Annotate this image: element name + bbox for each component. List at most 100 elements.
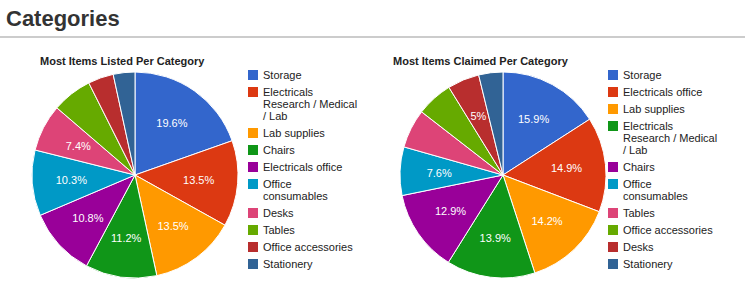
legend-label: ElectricalsResearch / Medical/ Lab — [623, 120, 717, 156]
legend-label: ElectricalsResearch / Medical/ Lab — [263, 86, 357, 122]
data-label: 7.4% — [66, 140, 91, 152]
legend-label-line: Storage — [263, 69, 302, 81]
legend-label: Storage — [263, 69, 302, 81]
legend-label: Desks — [623, 241, 654, 253]
legend: Storage Electricals office Lab supplies Ele… — [608, 69, 717, 270]
legend-swatch — [248, 208, 258, 218]
legend-item: Office accessories — [248, 241, 353, 253]
pie-slice — [479, 72, 503, 175]
legend-label-line: Tables — [263, 224, 295, 236]
legend-label: Desks — [263, 207, 294, 219]
legend-item: Officeconsumables — [248, 178, 328, 202]
legend-label-line: Desks — [263, 207, 294, 219]
legend-item: ElectricalsResearch / Medical/ Lab — [248, 86, 357, 122]
legend-swatch — [608, 242, 618, 252]
legend-label-line: Tables — [623, 207, 655, 219]
legend-label: Tables — [263, 224, 295, 236]
legend-label-line: Electricals office — [263, 161, 342, 173]
legend-label: Electricals office — [263, 161, 342, 173]
legend-label-line: consumables — [263, 190, 328, 202]
data-label: 10.8% — [72, 212, 103, 224]
legend-label: Stationery — [263, 258, 313, 270]
legend-item: Storage — [248, 69, 302, 81]
legend-item: Tables — [608, 207, 655, 219]
data-labels: 15.9%14.9%14.2%13.9%12.9%7.6%5% — [427, 110, 583, 244]
page-title: Categories — [6, 6, 120, 31]
data-label: 10.3% — [56, 174, 87, 186]
slices — [32, 72, 238, 278]
legend-label-line: Office accessories — [623, 224, 713, 236]
legend-item: Chairs — [248, 144, 295, 156]
legend-label-line: Research / Medical — [263, 98, 357, 110]
legend-swatch — [248, 242, 258, 252]
pie-slice — [113, 72, 135, 175]
legend-label-line: Chairs — [623, 161, 655, 173]
legend-label-line: Stationery — [263, 258, 313, 270]
data-label: 19.6% — [156, 117, 187, 129]
legend-swatch — [608, 87, 618, 97]
legend-swatch — [608, 70, 618, 80]
legend-label: Electricals office — [623, 86, 702, 98]
pie-chart: Most Items Listed Per Category 19.6% 13.5%… — [32, 55, 357, 278]
slices — [400, 72, 606, 278]
chart-title: Most Items Claimed Per Category — [393, 55, 569, 67]
legend-item: Electricals office — [248, 161, 342, 173]
legend-label-line: Lab supplies — [623, 103, 685, 115]
legend-swatch — [608, 104, 618, 114]
data-label: 14.9% — [551, 162, 582, 174]
legend-label-line: consumables — [623, 190, 688, 202]
legend-item: Tables — [248, 224, 295, 236]
legend-swatch — [608, 121, 618, 131]
legend-label: Officeconsumables — [623, 178, 688, 202]
legend-item: Lab supplies — [608, 103, 685, 115]
legend-swatch — [248, 87, 258, 97]
legend: Storage ElectricalsResearch / Medical/ La… — [248, 69, 357, 270]
legend-label: Chairs — [623, 161, 655, 173]
legend-swatch — [248, 70, 258, 80]
data-label: 13.5% — [157, 220, 188, 232]
legend-item: Electricals office — [608, 86, 702, 98]
chart-title: Most Items Listed Per Category — [40, 55, 205, 67]
data-label: 13.5% — [183, 174, 214, 186]
legend-item: Lab supplies — [248, 127, 325, 139]
legend-item: ElectricalsResearch / Medical/ Lab — [608, 120, 717, 156]
legend-label: Lab supplies — [623, 103, 685, 115]
data-label: 5% — [470, 110, 486, 122]
legend-label-line: Desks — [623, 241, 654, 253]
legend-item: Chairs — [608, 161, 655, 173]
legend-label-line: Office accessories — [263, 241, 353, 253]
data-label: 13.9% — [480, 232, 511, 244]
legend-swatch — [248, 225, 258, 235]
data-label: 14.2% — [531, 215, 562, 227]
legend-swatch — [248, 259, 258, 269]
legend-label: Storage — [623, 69, 662, 81]
legend-label-line: Office — [263, 178, 292, 190]
legend-swatch — [608, 179, 618, 189]
legend-swatch — [608, 225, 618, 235]
legend-label-line: Electricals office — [623, 86, 702, 98]
legend-item: Officeconsumables — [608, 178, 688, 202]
legend-label-line: Electricals — [263, 86, 314, 98]
data-label: 12.9% — [435, 205, 466, 217]
legend-label-line: Storage — [623, 69, 662, 81]
data-label: 15.9% — [518, 113, 549, 125]
legend-label: Office accessories — [623, 224, 713, 236]
legend-label-line: Chairs — [263, 144, 295, 156]
legend-label-line: Lab supplies — [263, 127, 325, 139]
legend-label: Lab supplies — [263, 127, 325, 139]
legend-item: Desks — [248, 207, 294, 219]
legend-label-line: / Lab — [623, 144, 647, 156]
legend-label: Officeconsumables — [263, 178, 328, 202]
legend-swatch — [608, 162, 618, 172]
legend-label: Chairs — [263, 144, 295, 156]
data-label: 11.2% — [111, 232, 142, 244]
legend-label: Office accessories — [263, 241, 353, 253]
data-labels: 19.6% 13.5% 13.5% 11.2% 10.8% 10.3% 7.4% — [56, 117, 215, 244]
legend-label: Tables — [623, 207, 655, 219]
legend-swatch — [608, 208, 618, 218]
pie-chart: Most Items Claimed Per Category 15.9% 14.9… — [393, 55, 717, 278]
legend-item: Stationery — [248, 258, 313, 270]
legend-label-line: Office — [623, 178, 652, 190]
legend-swatch — [248, 179, 258, 189]
legend-swatch — [248, 145, 258, 155]
